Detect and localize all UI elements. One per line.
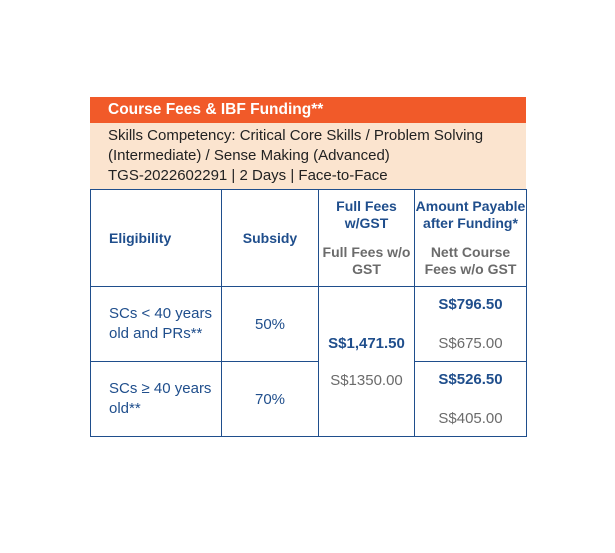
course-info-line: TGS-2022602291 | 2 Days | Face-to-Face: [108, 167, 388, 184]
payable-nogst-value: S$405.00: [438, 410, 503, 427]
payable-cell: S$526.50 S$405.00: [414, 361, 527, 437]
payable-gst-header: Amount Payable after Funding*: [415, 198, 526, 231]
payable-gst-value: S$526.50: [438, 371, 503, 388]
fees-title: Course Fees & IBF Funding**: [90, 97, 526, 123]
subsidy-cell: 50%: [221, 286, 319, 362]
payable-header: Amount Payable after Funding* Nett Cours…: [414, 189, 527, 287]
full-fees-header: Full Fees w/GST Full Fees w/o GST: [318, 189, 415, 287]
full-fees-gst-header: Full Fees w/GST: [336, 198, 397, 231]
full-fees-nogst-header: Full Fees w/o GST: [322, 244, 411, 277]
subsidy-header: Subsidy: [221, 189, 319, 287]
payable-nogst-header: Nett Course Fees w/o GST: [424, 244, 517, 277]
course-info: Skills Competency: Critical Core Skills …: [90, 123, 526, 189]
course-info-line: (Intermediate) / Sense Making (Advanced): [108, 147, 390, 164]
payable-nogst-value: S$675.00: [438, 335, 503, 352]
table-row: SCs < 40 years old and PRs** 50% S$1,471…: [90, 286, 527, 437]
subsidy-cell: 70%: [221, 361, 319, 437]
eligibility-header: Eligibility: [90, 189, 222, 287]
table-header-row: Eligibility Subsidy Full Fees w/GST Full…: [90, 189, 527, 287]
eligibility-cell: SCs < 40 years old and PRs**: [90, 286, 222, 362]
full-fees-cell: S$1,471.50 S$1350.00: [318, 286, 415, 437]
eligibility-cell: SCs ≥ 40 years old**: [90, 361, 222, 437]
fees-table: Eligibility Subsidy Full Fees w/GST Full…: [90, 189, 527, 437]
course-fees-card: Course Fees & IBF Funding** Skills Compe…: [90, 97, 527, 437]
full-fees-gst-value: S$1,471.50: [328, 334, 405, 352]
payable-cell: S$796.50 S$675.00: [414, 286, 527, 362]
course-info-line: Skills Competency: Critical Core Skills …: [108, 127, 484, 144]
full-fees-nogst-value: S$1350.00: [330, 371, 403, 389]
table-row: SCs ≥ 40 years old** 70% S$526.50 S$405.…: [90, 361, 527, 437]
payable-gst-value: S$796.50: [438, 296, 503, 313]
